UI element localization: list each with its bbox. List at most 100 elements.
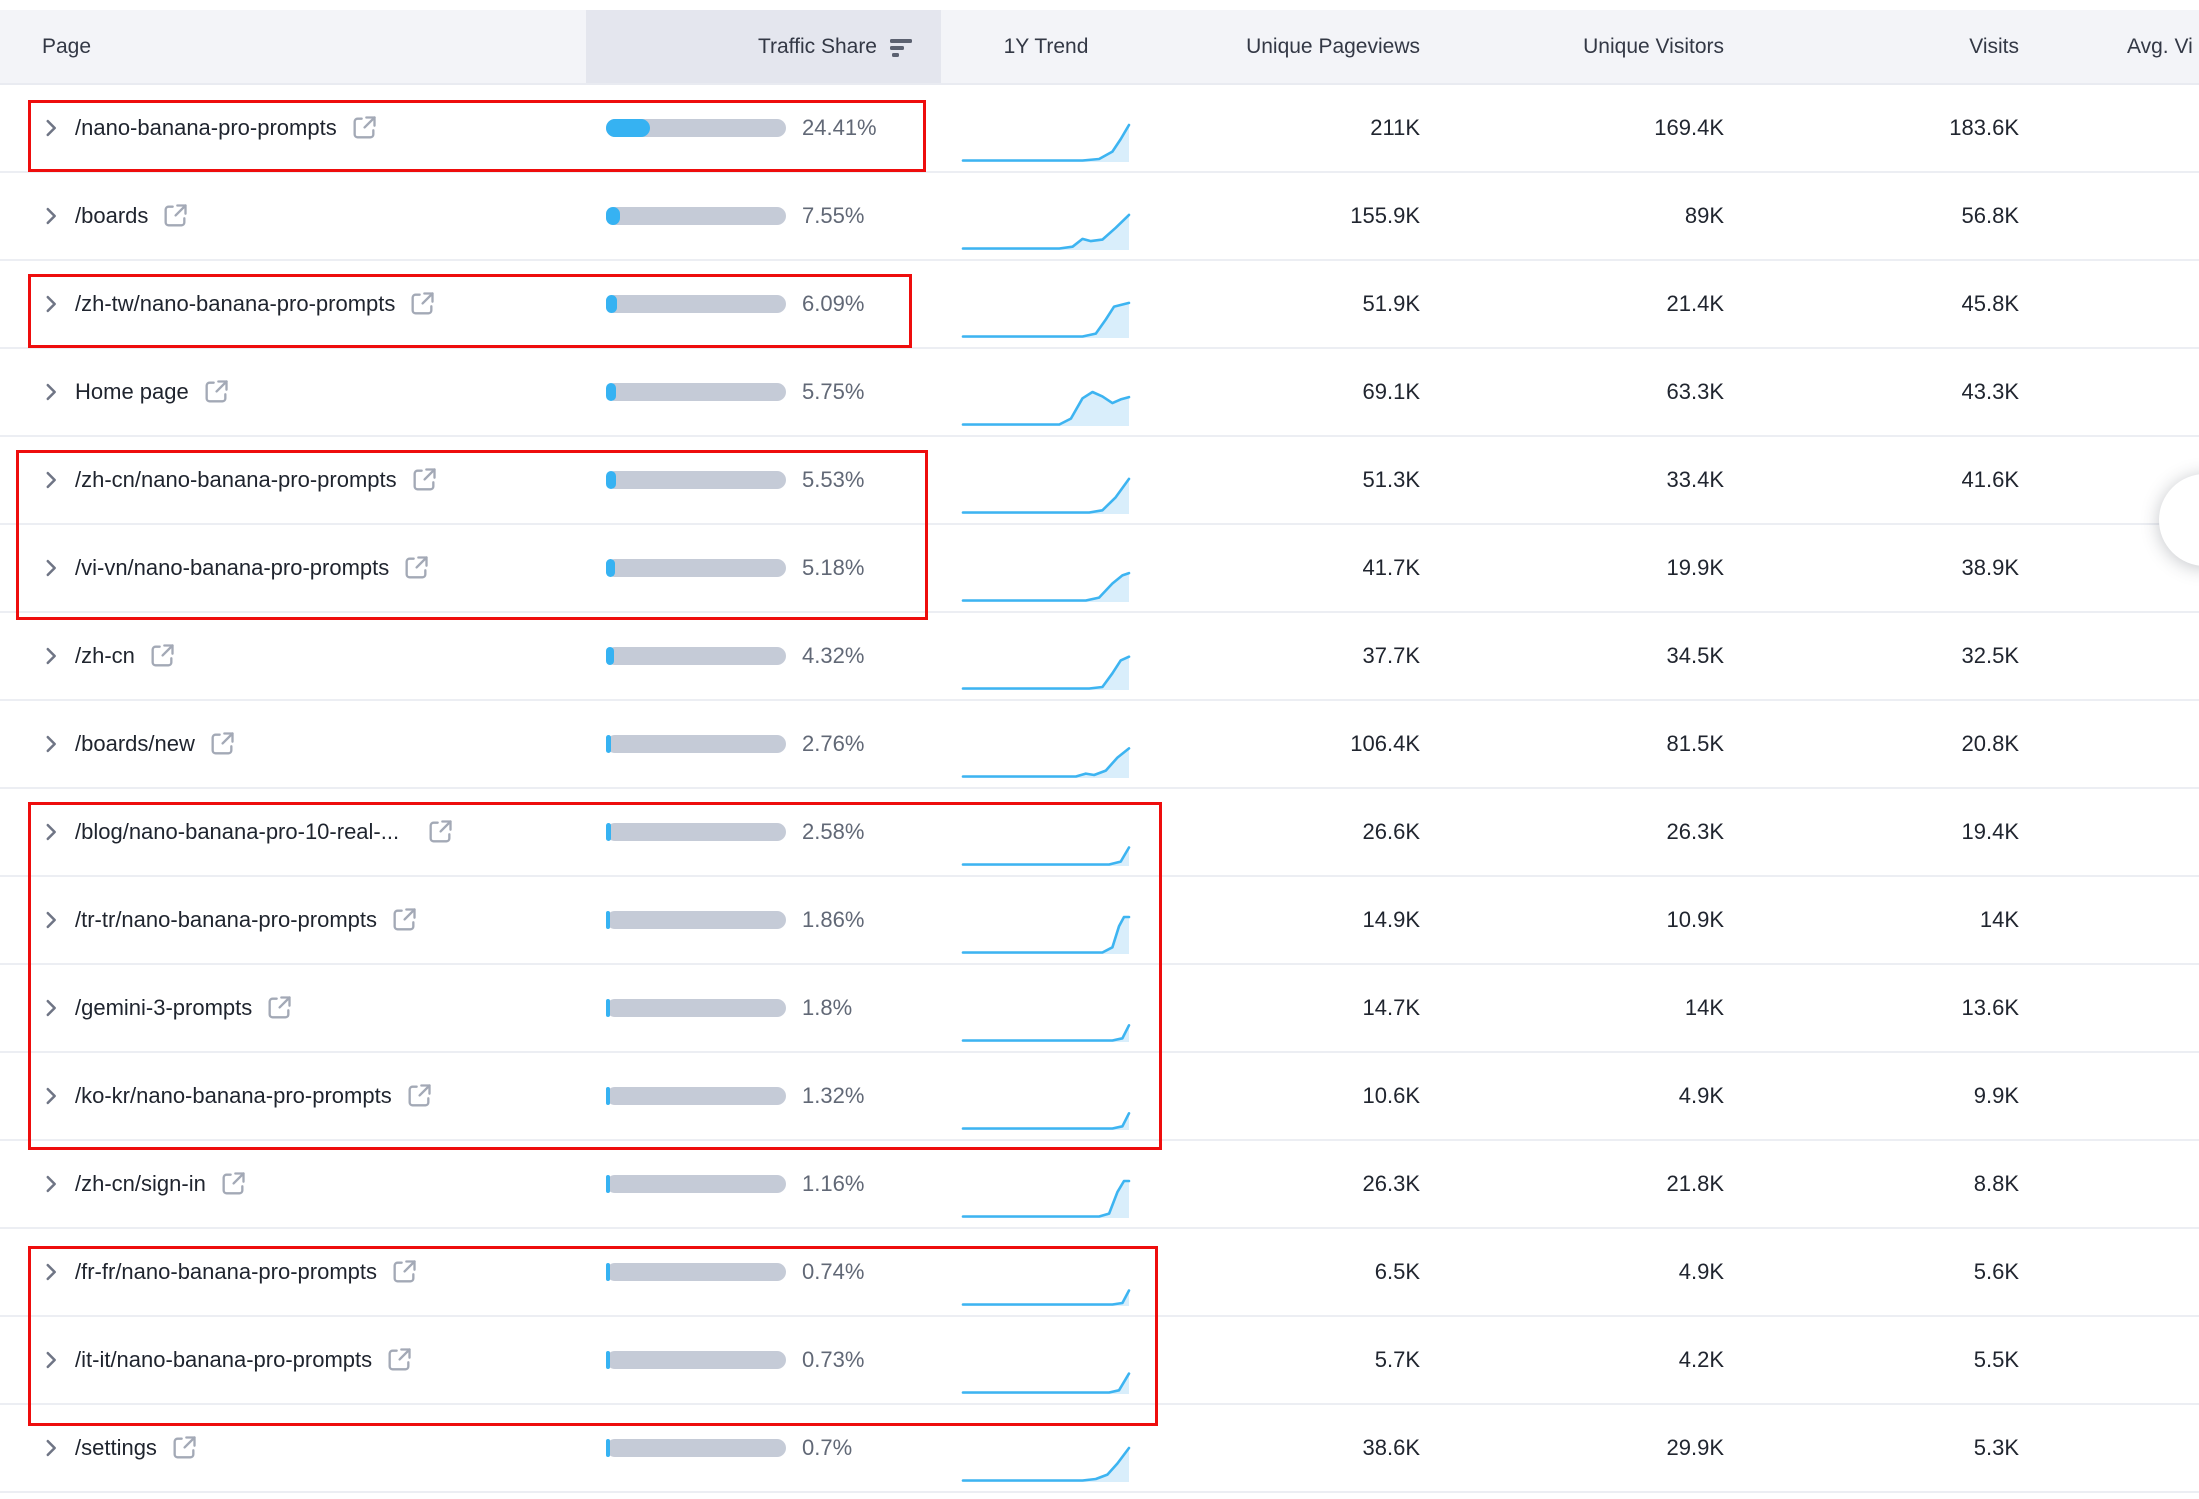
unique-visitors-value: 34.5K xyxy=(1666,643,1725,668)
external-link-icon[interactable] xyxy=(219,1170,247,1198)
external-link-icon[interactable] xyxy=(148,642,176,670)
traffic-share-bar-fill xyxy=(606,383,617,401)
visits-value: 45.8K xyxy=(1961,291,2020,316)
expand-chevron-icon[interactable] xyxy=(40,997,62,1019)
external-link-icon[interactable] xyxy=(408,290,436,318)
external-link-icon[interactable] xyxy=(170,1434,198,1462)
traffic-share-bar xyxy=(606,1263,786,1281)
table-row: /tr-tr/nano-banana-pro-prompts 1.86% 14.… xyxy=(0,877,2199,965)
traffic-share-bar xyxy=(606,1439,786,1457)
trend-sparkline xyxy=(941,1410,1151,1486)
column-header-visits[interactable]: Visits xyxy=(1730,10,2025,83)
unique-pageviews-value: 6.5K xyxy=(1374,1259,1420,1284)
page-link[interactable]: /boards xyxy=(75,203,149,228)
table-row: /boards/new 2.76% 106.4K 81.5K 20.8K xyxy=(0,701,2199,789)
page-link[interactable]: /boards/new xyxy=(75,731,195,756)
external-link-icon[interactable] xyxy=(390,906,418,934)
page-link[interactable]: /zh-cn/nano-banana-pro-prompts xyxy=(75,467,397,492)
column-header-traffic-share[interactable]: Traffic Share xyxy=(586,10,941,83)
trend-sparkline xyxy=(941,266,1151,342)
traffic-share-bar-fill xyxy=(606,207,620,225)
page-link[interactable]: /vi-vn/nano-banana-pro-prompts xyxy=(75,555,390,580)
column-header-page[interactable]: Page xyxy=(0,10,586,83)
table-row: Home page 5.75% 69.1K 63.3K 43.3K xyxy=(0,349,2199,437)
expand-chevron-icon[interactable] xyxy=(40,557,62,579)
page-link[interactable]: /zh-cn/sign-in xyxy=(75,1171,206,1196)
external-link-icon[interactable] xyxy=(390,1258,418,1286)
column-header-unique-pageviews-label: Unique Pageviews xyxy=(1246,34,1420,58)
visits-value: 56.8K xyxy=(1961,203,2020,228)
expand-chevron-icon[interactable] xyxy=(40,645,62,667)
table-row: /settings 0.7% 38.6K 29.9K 5.3K xyxy=(0,1405,2199,1493)
unique-visitors-value: 21.8K xyxy=(1666,1171,1725,1196)
page-link[interactable]: /tr-tr/nano-banana-pro-prompts xyxy=(75,907,378,932)
expand-chevron-icon[interactable] xyxy=(40,381,62,403)
page-link[interactable]: /blog/nano-banana-pro-10-real-... xyxy=(75,819,400,844)
page-link[interactable]: /settings xyxy=(75,1435,157,1460)
expand-chevron-icon[interactable] xyxy=(40,909,62,931)
external-link-icon[interactable] xyxy=(350,114,378,142)
expand-chevron-icon[interactable] xyxy=(40,1437,62,1459)
column-header-1y-trend[interactable]: 1Y Trend xyxy=(941,10,1151,83)
page-link[interactable]: /zh-cn xyxy=(75,643,135,668)
unique-pageviews-value: 37.7K xyxy=(1362,643,1421,668)
trend-sparkline xyxy=(941,442,1151,518)
page-link[interactable]: /fr-fr/nano-banana-pro-prompts xyxy=(75,1259,378,1284)
column-header-avg-visit[interactable]: Avg. Vi xyxy=(2025,10,2199,83)
external-link-icon[interactable] xyxy=(161,202,189,230)
unique-visitors-value: 19.9K xyxy=(1666,555,1725,580)
expand-chevron-icon[interactable] xyxy=(40,1261,62,1283)
expand-chevron-icon[interactable] xyxy=(40,1085,62,1107)
traffic-share-bar-fill xyxy=(606,735,611,753)
visits-value: 5.6K xyxy=(1973,1259,2019,1284)
expand-chevron-icon[interactable] xyxy=(40,733,62,755)
trend-sparkline xyxy=(941,530,1151,606)
column-header-unique-visitors-label: Unique Visitors xyxy=(1583,34,1724,58)
external-link-icon[interactable] xyxy=(265,994,293,1022)
traffic-share-bar-fill xyxy=(606,647,614,665)
trend-sparkline xyxy=(941,1322,1151,1398)
table-row: /zh-tw/nano-banana-pro-prompts 6.09% 51.… xyxy=(0,261,2199,349)
traffic-share-bar xyxy=(606,295,786,313)
visits-value: 32.5K xyxy=(1961,643,2020,668)
expand-chevron-icon[interactable] xyxy=(40,117,62,139)
unique-pageviews-value: 14.7K xyxy=(1362,995,1421,1020)
traffic-share-bar-fill xyxy=(606,559,616,577)
expand-chevron-icon[interactable] xyxy=(40,469,62,491)
column-header-unique-pageviews[interactable]: Unique Pageviews xyxy=(1151,10,1426,83)
unique-visitors-value: 4.9K xyxy=(1678,1259,1724,1284)
column-header-unique-visitors[interactable]: Unique Visitors xyxy=(1426,10,1730,83)
expand-chevron-icon[interactable] xyxy=(40,1349,62,1371)
traffic-share-bar-fill xyxy=(606,295,617,313)
column-header-avg-visit-label: Avg. Vi xyxy=(2127,34,2193,58)
page-link[interactable]: /ko-kr/nano-banana-pro-prompts xyxy=(75,1083,392,1108)
external-link-icon[interactable] xyxy=(385,1346,413,1374)
visits-value: 8.8K xyxy=(1973,1171,2019,1196)
expand-chevron-icon[interactable] xyxy=(40,293,62,315)
table-row: /zh-cn/sign-in 1.16% 26.3K 21.8K 8.8K xyxy=(0,1141,2199,1229)
table-row: /boards 7.55% 155.9K 89K 56.8K xyxy=(0,173,2199,261)
page-link[interactable]: /nano-banana-pro-prompts xyxy=(75,115,337,140)
page-link[interactable]: /it-it/nano-banana-pro-prompts xyxy=(75,1347,373,1372)
external-link-icon[interactable] xyxy=(202,378,230,406)
traffic-share-bar xyxy=(606,1175,786,1193)
traffic-share-bar xyxy=(606,119,786,137)
page-link[interactable]: Home page xyxy=(75,379,189,404)
page-link[interactable]: /gemini-3-prompts xyxy=(75,995,253,1020)
external-link-icon[interactable] xyxy=(402,554,430,582)
external-link-icon[interactable] xyxy=(410,466,438,494)
trend-sparkline xyxy=(941,794,1151,870)
page-link[interactable]: /zh-tw/nano-banana-pro-prompts xyxy=(75,291,396,316)
traffic-share-bar xyxy=(606,383,786,401)
external-link-icon[interactable] xyxy=(426,818,454,846)
expand-chevron-icon[interactable] xyxy=(40,821,62,843)
unique-pageviews-value: 51.3K xyxy=(1362,467,1421,492)
expand-chevron-icon[interactable] xyxy=(40,1173,62,1195)
external-link-icon[interactable] xyxy=(405,1082,433,1110)
visits-value: 19.4K xyxy=(1961,819,2020,844)
traffic-share-bar-fill xyxy=(606,1351,610,1369)
visits-value: 43.3K xyxy=(1961,379,2020,404)
external-link-icon[interactable] xyxy=(208,730,236,758)
expand-chevron-icon[interactable] xyxy=(40,205,62,227)
